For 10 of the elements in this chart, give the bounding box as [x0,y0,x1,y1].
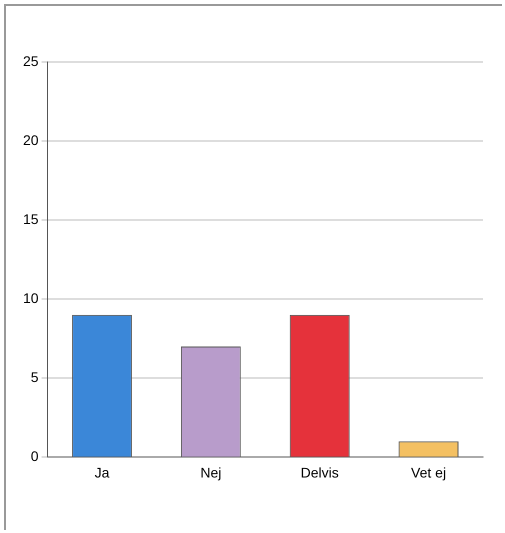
y-tick-label: 10 [22,290,39,306]
x-tick-label: Delvis [300,464,339,480]
y-tick-label: 15 [22,210,39,227]
x-tick-label: Vet ej [411,464,446,480]
y-tick-label: 5 [30,369,39,386]
y-tick-label: 25 [22,52,39,69]
x-tick-label: Nej [200,464,222,480]
y-tick-label: 0 [30,448,39,464]
y-tick-label: 20 [22,132,39,148]
x-tick-label: Ja [94,464,110,480]
